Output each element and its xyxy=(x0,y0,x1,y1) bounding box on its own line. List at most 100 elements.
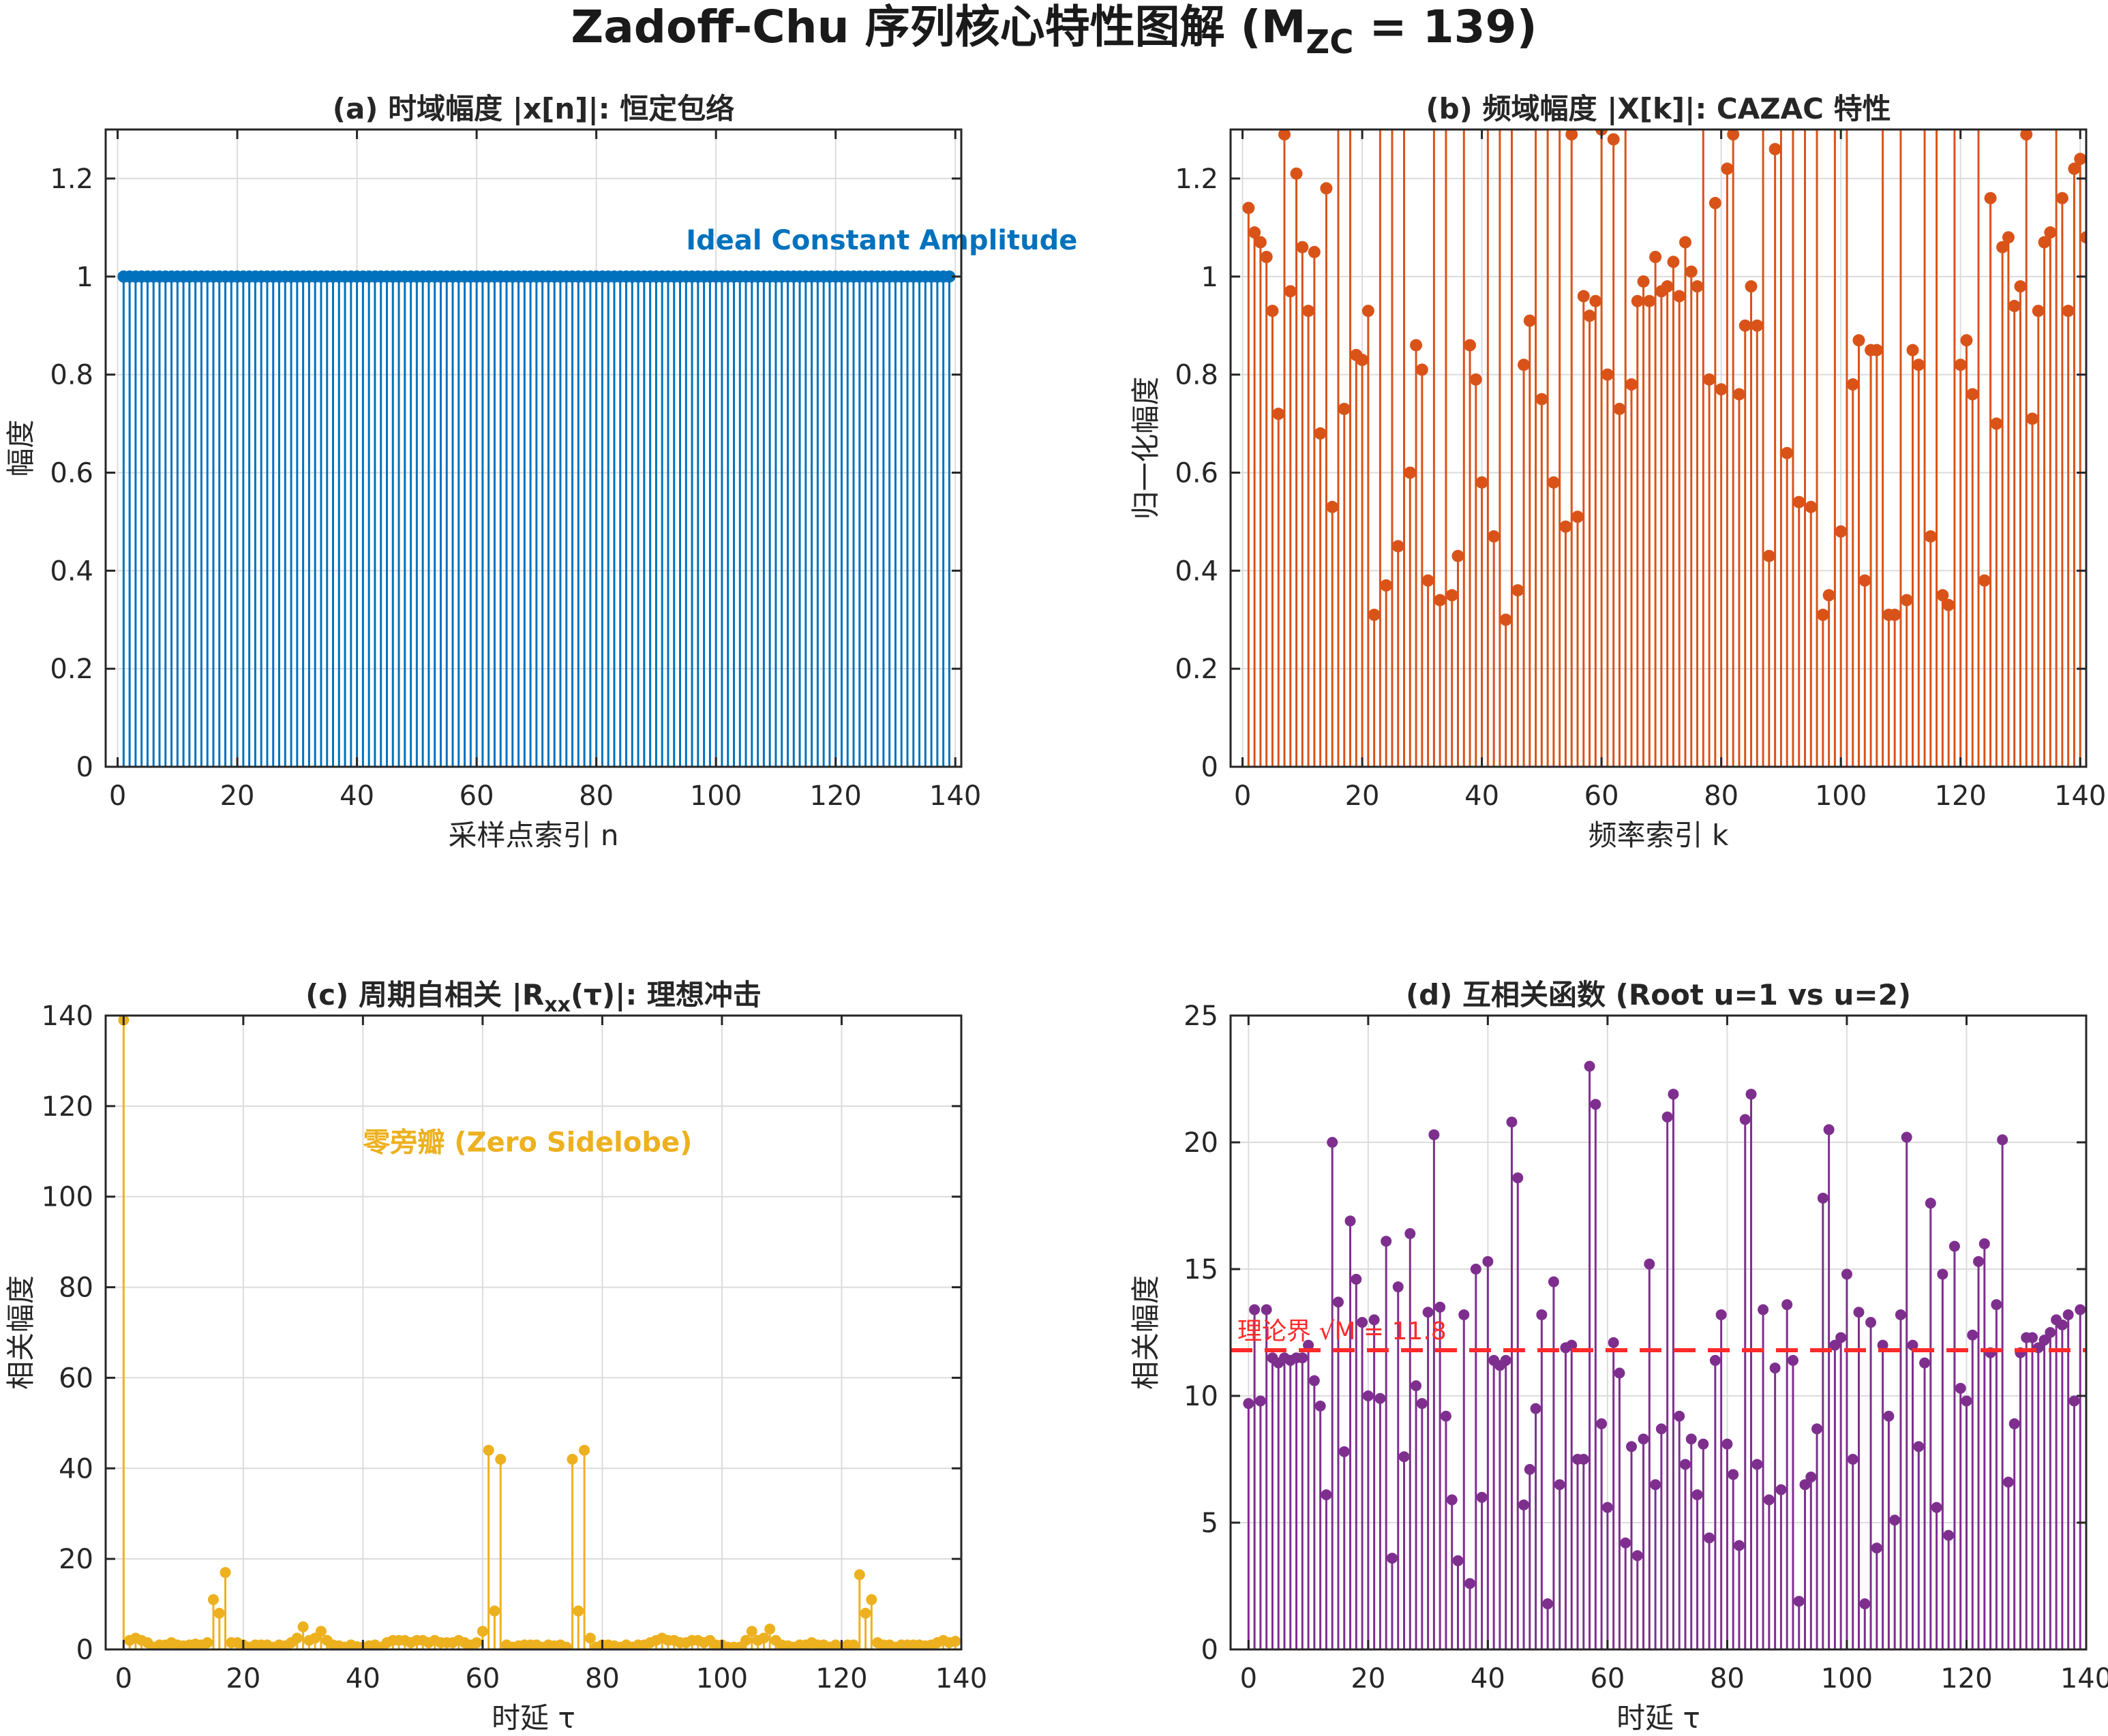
y-tick-label: 120 xyxy=(42,1091,93,1123)
stem-series xyxy=(118,1016,961,1649)
reference-line-label: 理论界 √M = 11.8 xyxy=(1237,1318,1447,1345)
stem-marker xyxy=(1614,1367,1625,1379)
stem-marker xyxy=(1853,1307,1865,1318)
stem-marker xyxy=(1721,162,1734,175)
stem-marker xyxy=(1678,236,1691,249)
stem-marker xyxy=(1847,1454,1858,1465)
x-axis-label: 时延 τ xyxy=(492,1701,575,1735)
stem-marker xyxy=(1960,334,1973,347)
panel-d-crosscorrelation: 理论界 √M = 11.8 0 20 40 60 80 100 120 140 0 5 10 15 20 2… xyxy=(1129,978,2108,1735)
stem-marker xyxy=(758,1632,770,1644)
chart-title-tail: (τ)|: 理想冲击 xyxy=(571,978,762,1011)
stem-marker xyxy=(1571,511,1584,523)
stem-marker xyxy=(1338,402,1351,415)
y-tick-label: 140 xyxy=(42,1001,93,1032)
stem-marker xyxy=(1332,1296,1344,1308)
stem-marker xyxy=(1500,1354,1511,1366)
chart-title: (c) 周期自相关 |Rxx(τ)|: 理想冲击 xyxy=(305,978,762,1017)
stem-marker xyxy=(1421,574,1434,587)
y-tick-label: 20 xyxy=(59,1544,93,1575)
y-tick-label: 40 xyxy=(59,1453,93,1484)
x-tick-label: 100 xyxy=(1815,780,1867,812)
stem-series xyxy=(1242,130,2098,767)
y-tick-label: 100 xyxy=(42,1182,93,1213)
stem-marker xyxy=(477,1626,488,1637)
stem-marker xyxy=(207,1594,219,1605)
x-tick-label: 120 xyxy=(1935,780,1987,812)
x-tick-label: 60 xyxy=(1590,1663,1625,1694)
x-tick-label: 140 xyxy=(2060,1663,2108,1694)
stem-marker xyxy=(1320,182,1333,195)
stem-marker xyxy=(1518,1499,1530,1510)
stem-marker xyxy=(1661,280,1674,293)
stem-marker xyxy=(2086,236,2098,248)
stem-marker xyxy=(2008,1418,2020,1429)
y-tick-label: 0.8 xyxy=(1175,360,1218,391)
y-tick-label: 80 xyxy=(59,1273,93,1304)
stem-marker xyxy=(1763,1494,1775,1506)
stem-marker xyxy=(1703,373,1716,386)
stem-marker xyxy=(1565,130,1578,141)
stem-marker xyxy=(1685,1433,1697,1445)
stem-marker xyxy=(1321,1489,1332,1501)
stem-marker xyxy=(1739,1114,1751,1125)
stem-marker xyxy=(1398,1451,1410,1463)
chart-title-subscript: xx xyxy=(544,993,571,1017)
stem-marker xyxy=(1768,142,1781,155)
stem-marker xyxy=(1715,383,1728,396)
stem-marker xyxy=(1249,1304,1261,1315)
stem-marker xyxy=(1704,1532,1715,1544)
stem-marker xyxy=(1991,1299,2002,1311)
x-tick-label: 140 xyxy=(2054,780,2106,812)
x-tick-label: 20 xyxy=(1345,780,1380,812)
x-tick-label: 20 xyxy=(226,1663,260,1694)
stem-marker xyxy=(1470,1264,1481,1275)
stem-marker xyxy=(1260,251,1273,263)
stem-marker xyxy=(489,1605,500,1617)
stem-marker xyxy=(1380,579,1393,592)
stem-marker xyxy=(764,1624,776,1635)
stem-marker xyxy=(1906,344,1919,356)
stem-marker xyxy=(1542,1598,1554,1610)
stem-marker xyxy=(1889,1514,1901,1526)
stem-marker xyxy=(1978,574,1991,587)
stem-marker xyxy=(1596,1418,1608,1429)
stem-marker xyxy=(1709,1354,1721,1366)
stem-marker xyxy=(1919,1357,1931,1369)
stem-marker xyxy=(291,1632,303,1644)
stem-marker xyxy=(1852,334,1865,347)
stem-marker xyxy=(1978,1238,1990,1249)
x-tick-label: 140 xyxy=(935,1663,987,1694)
stem-marker xyxy=(1512,1172,1524,1184)
stem-marker xyxy=(560,1641,572,1649)
stem-marker xyxy=(2027,1332,2038,1343)
stem-marker xyxy=(1607,133,1620,146)
y-tick-label: 5 xyxy=(1201,1508,1218,1539)
y-axis-label: 相关幅度 xyxy=(4,1275,37,1390)
stem-marker xyxy=(1566,1339,1578,1351)
stem-marker xyxy=(1625,378,1638,391)
y-axis-label: 归一化幅度 xyxy=(1129,376,1162,519)
stem-marker xyxy=(1314,427,1327,440)
stem-marker xyxy=(1608,1337,1619,1348)
axes-box xyxy=(1229,128,2088,768)
stem-marker xyxy=(1488,530,1501,543)
stem-marker xyxy=(1254,236,1267,249)
y-tick-label: 0.4 xyxy=(50,555,93,587)
stem-marker xyxy=(2032,305,2045,318)
y-tick-label: 0 xyxy=(76,1634,93,1666)
stem-marker xyxy=(1661,1111,1673,1123)
stem-marker xyxy=(1254,1395,1266,1407)
stem-marker xyxy=(1650,1479,1661,1491)
stem-marker xyxy=(1637,275,1650,288)
stem-marker xyxy=(1691,1489,1703,1501)
stem-marker xyxy=(1530,1403,1541,1414)
stem-marker xyxy=(1308,1375,1320,1386)
stem-marker xyxy=(950,1636,961,1647)
stem-marker xyxy=(1411,1380,1422,1392)
stem-marker xyxy=(1967,1329,1978,1341)
stem-marker xyxy=(1990,417,2003,430)
stem-marker xyxy=(1428,1129,1440,1140)
stem-marker xyxy=(1673,290,1686,303)
stem-marker xyxy=(2074,153,2086,166)
